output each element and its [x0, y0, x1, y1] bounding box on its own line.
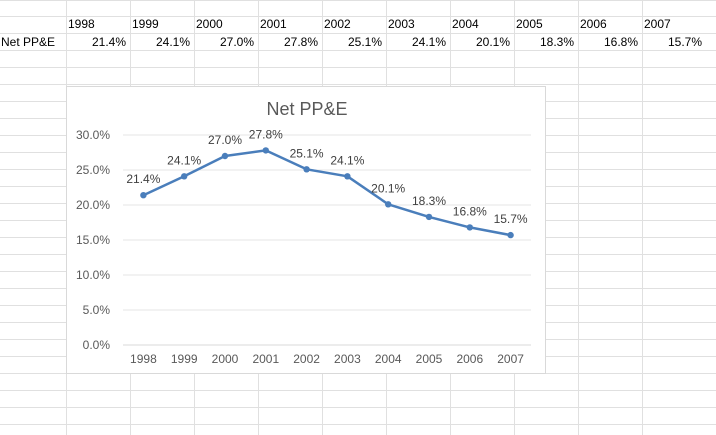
- chart-title: Net PP&E: [266, 99, 347, 119]
- year-header-cell[interactable]: 2004: [452, 17, 479, 31]
- data-point[interactable]: [140, 192, 147, 199]
- data-label: 24.1%: [167, 153, 201, 167]
- data-point[interactable]: [303, 166, 310, 173]
- data-label: 27.0%: [208, 133, 242, 147]
- value-cell[interactable]: 20.1%: [475, 35, 510, 49]
- year-header-cell[interactable]: 2000: [196, 17, 223, 31]
- year-header-cell[interactable]: 1998: [68, 17, 95, 31]
- x-tick-label: 2005: [416, 352, 443, 366]
- data-point[interactable]: [466, 224, 473, 231]
- x-tick-label: 2006: [456, 352, 483, 366]
- data-label: 16.8%: [453, 204, 487, 218]
- x-tick-label: 2002: [293, 352, 320, 366]
- value-cell[interactable]: 27.0%: [219, 35, 254, 49]
- data-label: 24.1%: [330, 153, 364, 167]
- year-header-cell[interactable]: 2003: [388, 17, 415, 31]
- value-cell[interactable]: 15.7%: [667, 35, 702, 49]
- chart-area[interactable]: Net PP&E 0.0% 5.0% 10.0% 15.0% 20.0% 25.0% 30.0…: [66, 86, 546, 374]
- x-tick-label: 2004: [375, 352, 402, 366]
- year-header-cell[interactable]: 1999: [132, 17, 159, 31]
- year-header-cell[interactable]: 2006: [580, 17, 607, 31]
- y-tick-label: 30.0%: [76, 128, 110, 142]
- value-cell[interactable]: 21.4%: [91, 35, 126, 49]
- y-tick-label: 25.0%: [76, 163, 110, 177]
- year-header-cell[interactable]: 2005: [516, 17, 543, 31]
- year-header-cell[interactable]: 2001: [260, 17, 287, 31]
- x-tick-label: 2007: [497, 352, 524, 366]
- x-tick-label: 1999: [171, 352, 198, 366]
- data-point[interactable]: [385, 201, 392, 208]
- data-label: 27.8%: [249, 127, 283, 141]
- data-point[interactable]: [262, 147, 269, 154]
- data-point[interactable]: [181, 173, 188, 180]
- data-label: 18.3%: [412, 194, 446, 208]
- x-tick-label: 2003: [334, 352, 361, 366]
- year-header-cell[interactable]: 2002: [324, 17, 351, 31]
- y-tick-label: 10.0%: [76, 268, 110, 282]
- data-point[interactable]: [221, 152, 229, 160]
- x-tick-label: 2001: [252, 352, 279, 366]
- data-point[interactable]: [425, 213, 433, 221]
- value-cell[interactable]: 25.1%: [347, 35, 382, 49]
- value-cell[interactable]: 16.8%: [603, 35, 638, 49]
- y-tick-label: 15.0%: [76, 233, 110, 247]
- year-header-cell[interactable]: 2007: [644, 17, 671, 31]
- data-point[interactable]: [344, 173, 351, 180]
- data-label: 21.4%: [126, 172, 160, 186]
- value-cell[interactable]: 24.1%: [155, 35, 190, 49]
- value-cell[interactable]: 18.3%: [539, 35, 574, 49]
- series-line: [142, 149, 511, 237]
- row-label-cell[interactable]: Net PP&E: [1, 35, 56, 49]
- x-tick-label: 1998: [130, 352, 157, 366]
- x-tick-label: 2000: [212, 352, 239, 366]
- data-label: 15.7%: [494, 212, 528, 226]
- y-tick-label: 5.0%: [83, 303, 111, 317]
- value-cell[interactable]: 27.8%: [283, 35, 318, 49]
- value-cell[interactable]: 24.1%: [411, 35, 446, 49]
- y-tick-label: 0.0%: [83, 338, 111, 352]
- data-label: 20.1%: [371, 181, 405, 195]
- data-point[interactable]: [507, 231, 514, 239]
- data-label: 25.1%: [290, 146, 324, 160]
- y-tick-label: 20.0%: [76, 198, 110, 212]
- line-chart: Net PP&E 0.0% 5.0% 10.0% 15.0% 20.0% 25.0% 30.0…: [76, 99, 531, 366]
